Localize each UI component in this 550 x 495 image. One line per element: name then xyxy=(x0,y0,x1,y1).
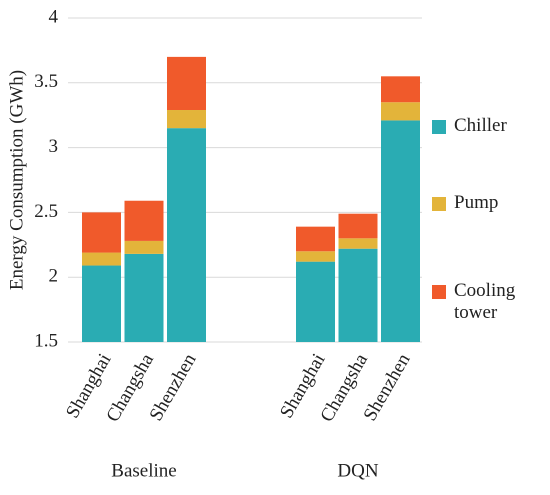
y-tick-label: 3.5 xyxy=(34,71,58,92)
y-tick-label: 1.5 xyxy=(34,330,58,351)
legend-swatch xyxy=(432,285,446,299)
bar-segment xyxy=(381,120,420,342)
bar-segment xyxy=(124,253,164,342)
bar-segment xyxy=(338,248,378,342)
bar-segment xyxy=(124,240,164,254)
bar-segment xyxy=(82,212,121,253)
legend-label: Chiller xyxy=(454,115,507,136)
bar-segment xyxy=(296,261,335,342)
bar-segment xyxy=(381,102,420,121)
y-axis-label: Energy Consumption (GWh) xyxy=(6,70,27,290)
legend-label: Pump xyxy=(454,192,499,213)
y-tick-label: 3 xyxy=(49,136,59,157)
y-tick-label: 4 xyxy=(49,6,59,27)
y-tick-label: 2 xyxy=(49,266,59,287)
bar-segment xyxy=(167,128,206,342)
legend-swatch xyxy=(432,197,446,211)
bar-segment xyxy=(296,226,335,252)
group-label: DQN xyxy=(337,460,378,481)
bar-segment xyxy=(296,251,335,262)
bar-segment xyxy=(338,238,378,249)
bar-segment xyxy=(167,110,206,129)
legend-swatch xyxy=(432,120,446,134)
legend-label: Cooling tower xyxy=(454,280,516,323)
bar-segment xyxy=(82,265,121,342)
y-tick-label: 2.5 xyxy=(34,201,58,222)
bar-segment xyxy=(381,76,420,103)
bar-segment xyxy=(167,56,206,111)
bar-segment xyxy=(338,213,378,239)
bar-segment xyxy=(124,200,164,241)
bar-segment xyxy=(82,252,121,266)
group-label: Baseline xyxy=(111,460,176,481)
